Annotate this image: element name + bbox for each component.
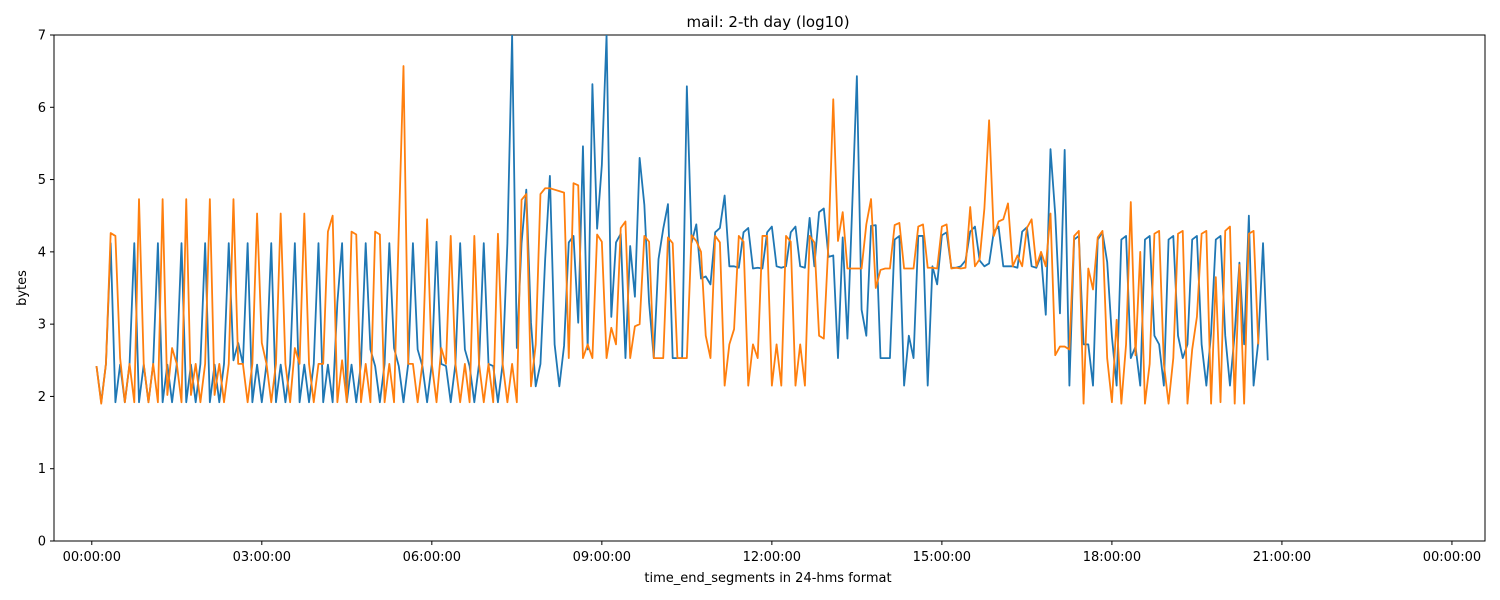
x-axis-label: time_end_segments in 24-hms format [644, 571, 891, 586]
y-tick-label: 4 [38, 245, 46, 260]
chart-title: mail: 2-th day (log10) [686, 13, 849, 31]
x-tick-label: 15:00:00 [913, 550, 971, 565]
y-axis: 0 1 2 3 4 5 6 7 [38, 29, 54, 550]
y-tick-label: 6 [38, 101, 46, 116]
y-tick-label: 3 [38, 318, 46, 333]
x-tick-label: 18:00:00 [1083, 550, 1141, 565]
y-tick-label: 5 [38, 173, 46, 188]
plot-area-frame [53, 34, 1486, 542]
x-tick-label: 09:00:00 [573, 550, 631, 565]
x-tick-label: 00:00:00 [63, 550, 121, 565]
y-tick-label: 0 [38, 535, 46, 550]
x-tick-label: 03:00:00 [233, 550, 291, 565]
y-tick-label: 1 [38, 462, 46, 477]
x-tick-label: 06:00:00 [403, 550, 461, 565]
y-axis-label: bytes [15, 270, 30, 306]
y-tick-label: 2 [38, 390, 46, 405]
x-axis: 00:00:00 03:00:00 06:00:00 09:00:00 12:00:00… [63, 541, 1481, 565]
series-line-2 [95, 65, 1260, 405]
series-layer [95, 35, 1269, 405]
x-tick-label: 12:00:00 [743, 550, 801, 565]
x-tick-label: 21:00:00 [1253, 550, 1311, 565]
y-tick-label: 7 [38, 29, 46, 44]
x-tick-label: 00:00:00 [1423, 550, 1481, 565]
series-line-1 [95, 35, 1269, 404]
